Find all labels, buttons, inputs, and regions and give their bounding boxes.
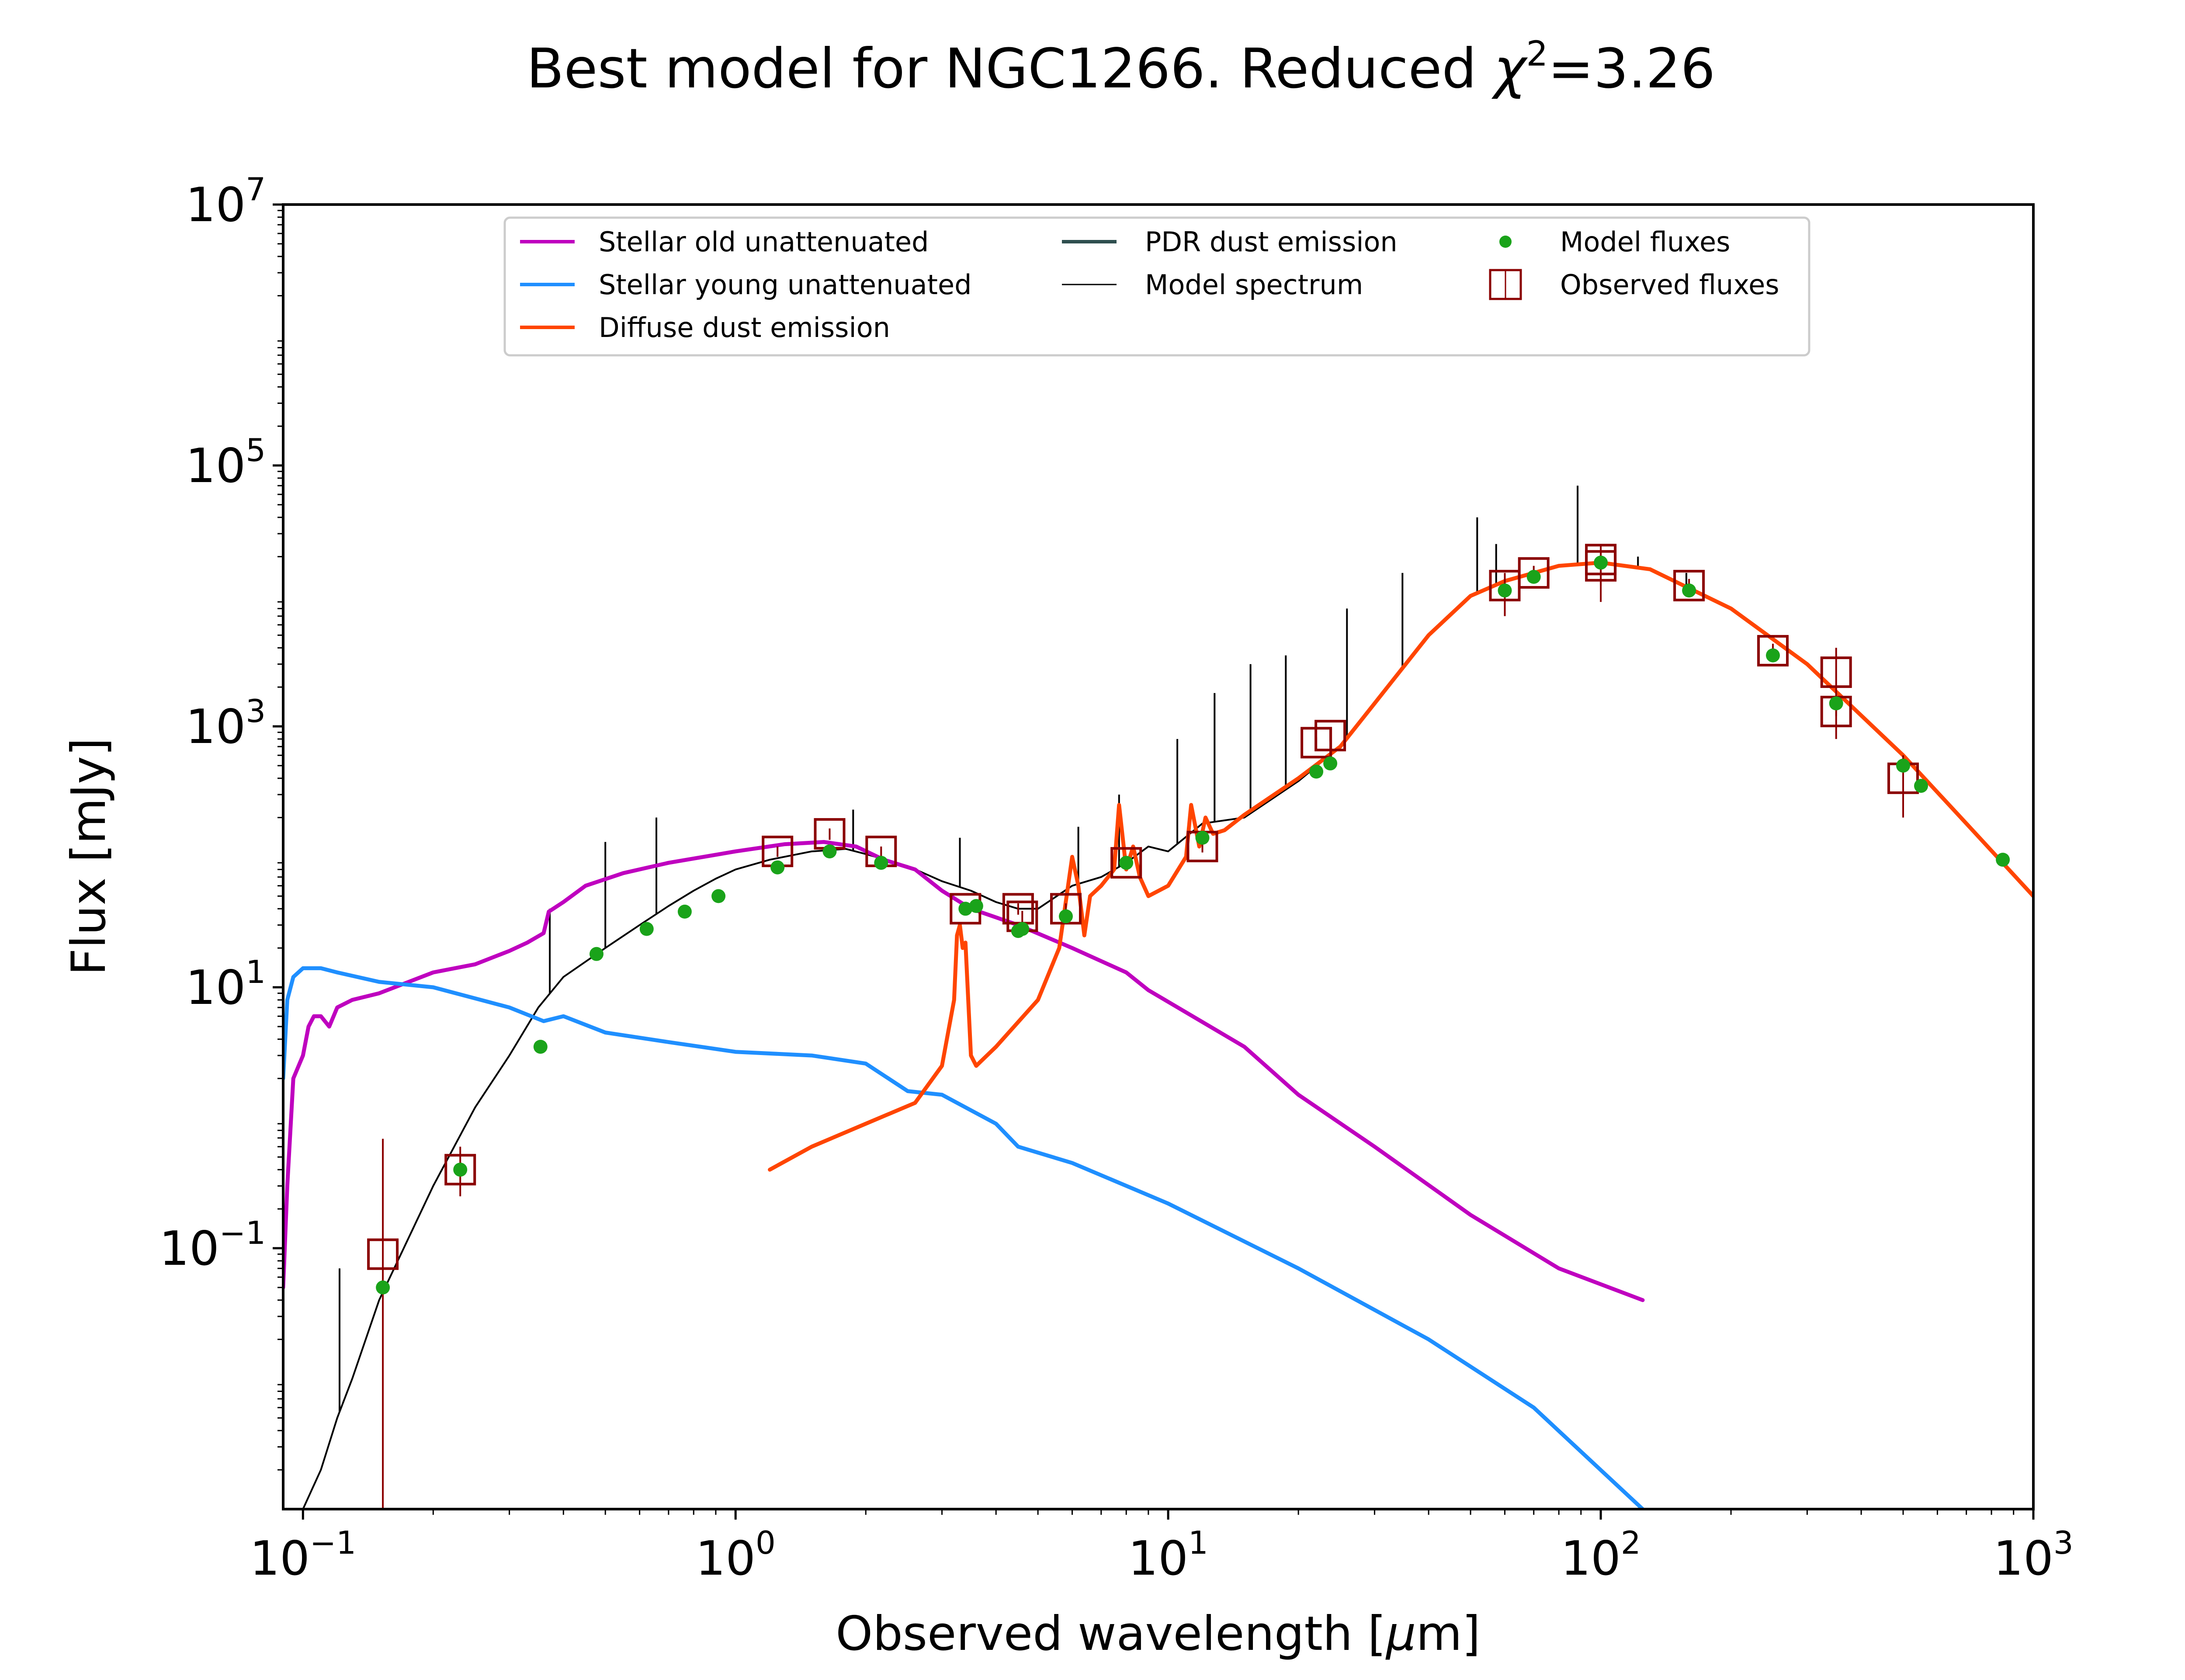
x-axis-label-mu: μ: [1385, 1607, 1416, 1661]
series-layer: [283, 486, 2033, 1509]
model-flux-point: [1526, 569, 1541, 584]
x-tick-label: 100: [696, 1524, 776, 1586]
model-flux-point: [1914, 779, 1928, 793]
x-tick-label: 10−1: [250, 1524, 357, 1586]
model-flux-point: [1682, 583, 1696, 598]
legend-box: [503, 216, 1810, 357]
x-axis-label-prefix: Observed wavelength [: [836, 1607, 1386, 1661]
model-flux-point: [822, 844, 837, 859]
y-tick-label: 105: [186, 432, 266, 493]
x-axis-label-rest: m]: [1416, 1607, 1480, 1661]
y-axis-label: Flux [mJy]: [62, 738, 116, 975]
observed-flux-marker: [1820, 656, 1852, 688]
model-flux-point: [590, 947, 603, 961]
x-tick-label: 102: [1561, 1524, 1640, 1586]
model-flux-point: [770, 860, 785, 875]
legend-label-diffuse-dust: Diffuse dust emission: [599, 312, 890, 344]
model-flux-point: [1594, 555, 1608, 570]
legend-label-pdr-dust: PDR dust emission: [1145, 226, 1398, 258]
chart-title-prefix: Best model for NGC1266. Reduced: [527, 37, 1494, 101]
y-tick-label: 101: [186, 954, 266, 1015]
x-tick-label: 101: [1128, 1524, 1208, 1586]
model-flux-point: [1323, 756, 1338, 771]
series-line-stellar-young-unattenuated: [283, 966, 1645, 1509]
model-flux-point: [1015, 922, 1030, 936]
legend-label-stellar-old: Stellar old unattenuated: [599, 226, 929, 258]
chart-title-superscript: 2: [1526, 35, 1548, 74]
legend: Stellar old unattenuated Stellar young u…: [503, 216, 1810, 357]
y-axis-ticks: 10−1 101 103 105 107: [159, 171, 283, 1471]
series-line-diffuse-dust-emission: [768, 560, 2033, 1172]
x-axis-ticks: 10−1 100 101 102 103: [250, 1509, 2074, 1586]
model-flux-point: [677, 904, 692, 919]
model-flux-point: [1059, 909, 1073, 923]
model-flux-point: [1119, 856, 1134, 870]
observed-flux-marker: [1518, 557, 1550, 589]
x-tick-label: 103: [1993, 1524, 2073, 1586]
model-flux-point: [533, 1040, 548, 1054]
model-flux-point: [1766, 648, 1780, 663]
legend-label-observed-fluxes: Observed fluxes: [1560, 269, 1779, 301]
model-flux-point: [1309, 764, 1324, 779]
model-flux-point: [1896, 758, 1910, 773]
y-tick-label: 103: [186, 693, 266, 754]
observed-flux-marker: [444, 1154, 476, 1186]
legend-label-model-fluxes: Model fluxes: [1560, 226, 1730, 258]
observed-flux-marker: [1110, 847, 1142, 879]
model-flux-point: [1829, 696, 1843, 711]
observed-flux-marker: [1585, 550, 1617, 582]
series-line-stellar-old-unattenuated: [283, 840, 1645, 1302]
plot-area: [283, 486, 2033, 1509]
model-flux-point: [376, 1280, 390, 1295]
model-flux-point: [1195, 830, 1210, 845]
chart-title-suffix: =3.26: [1548, 37, 1715, 101]
x-axis-label: Observed wavelength [μm]: [836, 1607, 1481, 1661]
axes-frame: [282, 203, 2035, 1510]
chart-title-chi: χ: [1491, 37, 1528, 101]
model-flux-point: [453, 1163, 468, 1177]
observed-flux-marker: [1314, 720, 1346, 752]
observed-flux-marker: [1002, 893, 1034, 925]
model-flux-point: [639, 922, 654, 936]
legend-label-model-spectrum: Model spectrum: [1145, 269, 1363, 301]
points-layer: [367, 544, 2010, 1509]
model-flux-point: [958, 902, 973, 916]
model-flux-point: [874, 856, 888, 870]
observed-flux-marker: [367, 1238, 399, 1270]
legend-label-stellar-young: Stellar young unattenuated: [599, 269, 971, 301]
chart-title: Best model for NGC1266. Reduced χ2=3.26: [527, 35, 1715, 101]
legend-swatch-model-fluxes: [1499, 236, 1512, 248]
model-flux-point: [1996, 853, 2010, 867]
observed-flux-marker: [1757, 635, 1789, 666]
observed-flux-marker: [1673, 569, 1705, 601]
y-tick-label: 107: [186, 171, 266, 233]
y-tick-label: 10−1: [159, 1215, 266, 1276]
model-flux-point: [969, 899, 983, 913]
model-flux-point: [1498, 583, 1512, 598]
model-flux-point: [711, 889, 726, 903]
